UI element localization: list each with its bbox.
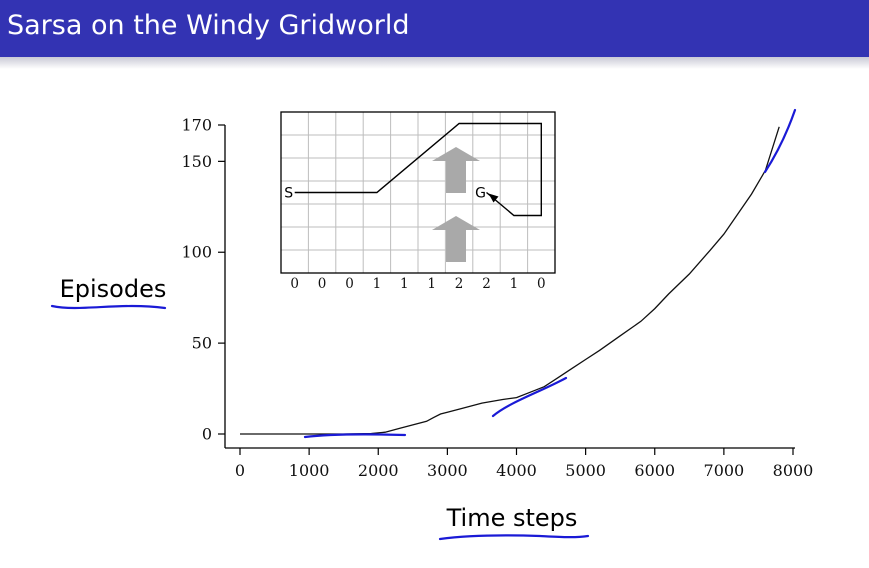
x-tick-label: 3000	[427, 461, 468, 480]
y-tick-label: 0	[202, 425, 212, 444]
episodes-line	[240, 126, 780, 435]
ylabel-underline	[50, 304, 167, 310]
wind-strength-label: 0	[290, 276, 299, 292]
wind-strength-label: 0	[345, 276, 354, 292]
middle-region-mark	[491, 376, 568, 418]
wind-strength-label: 0	[318, 276, 327, 292]
start-label: S	[284, 186, 293, 202]
x-tick-label: 8000	[773, 461, 814, 480]
episodes-curve	[240, 126, 780, 435]
y-tick-label: 170	[181, 116, 212, 135]
x-tick-label: 1000	[289, 461, 330, 480]
x-tick-label: 0	[235, 461, 245, 480]
steep-region-mark	[763, 108, 797, 174]
path-arrowhead-icon	[488, 193, 499, 203]
goal-label: G	[475, 186, 486, 202]
wind-arrow-icon	[432, 147, 480, 193]
wind-strength-label: 2	[455, 276, 464, 292]
y-tick-label: 100	[181, 243, 212, 262]
x-tick-label: 7000	[704, 461, 745, 480]
x-axis-label: Time steps	[446, 504, 578, 532]
x-tick-label: 2000	[358, 461, 399, 480]
inset-border	[280, 111, 556, 274]
ink-annotations	[50, 108, 797, 541]
slide-title: Sarsa on the Windy Gridworld	[7, 10, 410, 41]
optimal-path	[294, 122, 542, 217]
x-tick-label: 6000	[634, 461, 675, 480]
flat-region-mark	[303, 433, 407, 439]
title-shadow	[0, 57, 869, 69]
y-tick-label: 150	[181, 152, 212, 171]
wind-strength-label: 2	[482, 276, 491, 292]
wind-arrow-icon	[432, 216, 480, 262]
wind-strength-label: 0	[537, 276, 546, 292]
y-axis-label: Episodes	[60, 275, 167, 303]
slide-title-bar: Sarsa on the Windy Gridworld	[0, 0, 869, 57]
windy-gridworld-inset: S G 0 0 0 1 1 1 2 2 1 0	[280, 111, 556, 292]
y-tick-label: 50	[192, 334, 212, 353]
x-tick-label: 4000	[496, 461, 537, 480]
wind-strength-label: 1	[400, 276, 409, 292]
x-tick-label: 5000	[565, 461, 606, 480]
wind-strength-label: 1	[373, 276, 382, 292]
wind-strength-label: 1	[427, 276, 436, 292]
xlabel-underline	[438, 534, 590, 541]
wind-strength-label: 1	[510, 276, 519, 292]
